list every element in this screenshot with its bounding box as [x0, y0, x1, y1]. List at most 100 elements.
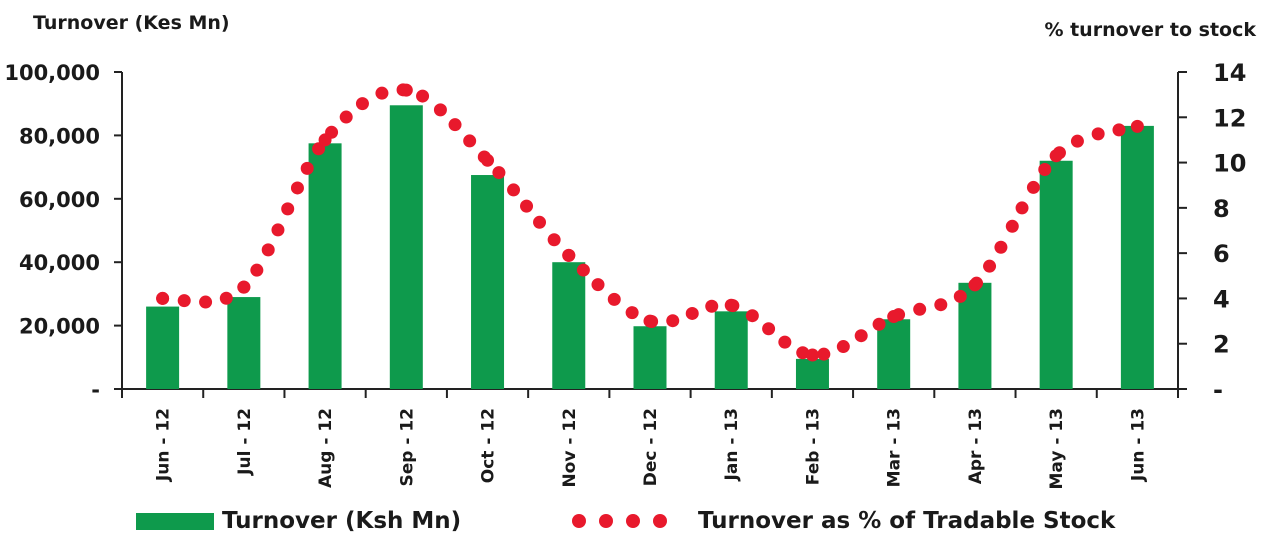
x-tick-label: May - 13: [1047, 408, 1067, 490]
bar-Aug-12: [308, 143, 342, 389]
dot-marker: [261, 243, 275, 257]
right-tick-label: 12: [1213, 104, 1246, 132]
dot-marker: [1091, 127, 1105, 141]
right-axis-ticks: - 2 4 6 8 10 12 14: [1178, 59, 1246, 404]
dot-series: [156, 83, 1144, 362]
dot-marker: [666, 314, 680, 328]
dot-marker: [1026, 180, 1040, 194]
dot-marker: [355, 97, 369, 111]
right-tick-label: -: [1213, 376, 1223, 404]
dot-marker: [290, 181, 304, 195]
bar-Jun-12: [146, 306, 180, 389]
dot-marker: [463, 134, 477, 148]
legend-label-percent: Turnover as % of Tradable Stock: [698, 508, 1116, 534]
x-tick-label: Apr - 13: [966, 408, 986, 484]
dot-marker: [416, 89, 430, 103]
point-May-13: [1049, 149, 1063, 163]
point-Aug-12: [318, 133, 332, 147]
point-Nov-12: [562, 248, 576, 262]
dot-marker: [778, 335, 792, 349]
legend-label-turnover: Turnover (Ksh Mn): [222, 508, 462, 534]
legend-item-percent: Turnover as % of Tradable Stock: [572, 508, 1115, 534]
x-tick-label: Oct - 12: [479, 408, 499, 483]
dot-marker: [1070, 134, 1084, 148]
dot-marker: [271, 223, 285, 237]
dot-marker: [685, 306, 699, 320]
dot-marker: [1015, 201, 1029, 215]
bar-Nov-12: [552, 262, 586, 389]
x-axis-ticks: Jun - 12 Jul - 12 Aug - 12 Sep - 12 Oct - 12…: [121, 389, 1179, 490]
dot-marker: [836, 340, 850, 354]
dot-marker: [705, 299, 719, 313]
dot-marker: [250, 263, 264, 277]
dot-marker: [281, 202, 295, 216]
bar-Dec-12: [633, 326, 667, 389]
left-tick-label: 40,000: [19, 251, 100, 275]
x-tick-label: Jan - 13: [722, 408, 742, 481]
bar-series: [146, 105, 1154, 389]
point-Mar-13: [887, 310, 901, 324]
bar-Jan-13: [714, 311, 748, 389]
dot-marker: [607, 292, 621, 306]
dot-marker: [433, 103, 447, 117]
x-tick-label: Jun - 13: [1128, 408, 1148, 482]
dot-marker: [591, 278, 605, 292]
point-Apr-13: [968, 278, 982, 292]
bar-Jun-13: [1120, 125, 1154, 389]
dot-marker: [913, 302, 927, 316]
right-tick-label: 10: [1213, 150, 1246, 178]
dot-marker: [448, 118, 462, 132]
point-Sep-12: [399, 83, 413, 97]
dot-marker: [872, 317, 886, 331]
dot-marker: [1038, 163, 1052, 177]
dot-marker: [199, 295, 213, 309]
left-tick-label: 100,000: [4, 61, 100, 85]
x-tick-label: Feb - 13: [803, 408, 823, 485]
point-Feb-13: [805, 348, 819, 362]
x-tick-label: Dec - 12: [641, 408, 661, 486]
dot-marker: [547, 233, 561, 247]
x-tick-label: Sep - 12: [397, 408, 417, 487]
right-tick-label: 8: [1213, 195, 1230, 223]
dot-marker: [520, 199, 534, 213]
dot-marker: [177, 294, 191, 308]
x-tick-label: Aug - 12: [316, 408, 336, 488]
dot-marker: [1005, 219, 1019, 233]
point-Jun-12: [156, 291, 170, 305]
bar-Oct-12: [471, 175, 505, 389]
dot-marker: [339, 110, 353, 124]
dot-marker: [796, 346, 810, 360]
left-tick-label: 80,000: [19, 124, 100, 148]
dot-marker: [854, 329, 868, 343]
dot-marker: [745, 309, 759, 323]
x-tick-label: Mar - 13: [885, 408, 905, 487]
dot-marker: [507, 183, 521, 197]
bar-Feb-13: [795, 358, 829, 389]
point-Jun-13: [1130, 119, 1144, 133]
right-axis-title: % turnover to stock: [1044, 19, 1256, 41]
point-Dec-12: [643, 314, 657, 328]
right-tick-label: 2: [1213, 331, 1230, 359]
bar-May-13: [1039, 160, 1073, 389]
left-tick-label: 60,000: [19, 188, 100, 212]
bar-Sep-12: [389, 105, 423, 389]
right-tick-label: 6: [1213, 240, 1230, 268]
point-Jan-13: [724, 298, 738, 312]
legend-bar-swatch: [136, 512, 214, 530]
x-tick-label: Nov - 12: [560, 408, 580, 488]
legend-item-turnover: Turnover (Ksh Mn): [136, 508, 461, 534]
dot-marker: [934, 298, 948, 312]
dot-marker: [953, 289, 967, 303]
left-tick-label: 20,000: [19, 315, 100, 339]
x-tick-label: Jun - 12: [154, 408, 174, 482]
dot-marker: [533, 215, 547, 229]
left-axis-title: Turnover (Kes Mn): [33, 12, 230, 34]
dot-marker: [817, 347, 831, 361]
left-tick-label: -: [91, 378, 100, 402]
bar-Mar-13: [877, 319, 911, 389]
dot-marker: [762, 322, 776, 336]
legend-dots-swatch: [572, 514, 680, 528]
right-tick-label: 14: [1213, 59, 1246, 87]
right-tick-label: 4: [1213, 285, 1230, 313]
